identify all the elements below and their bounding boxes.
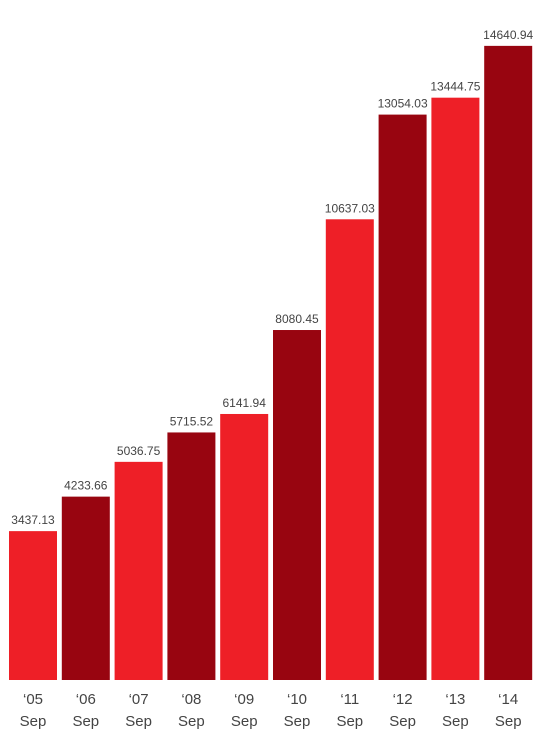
bar-8 [431,97,480,681]
x-tick-year-2: ‘07 [129,691,149,708]
value-label-9: 14640.94 [483,28,533,42]
bar-1 [61,496,110,680]
value-label-8: 13444.75 [430,80,480,94]
value-label-5: 8080.45 [275,312,319,326]
bar-9 [484,45,533,681]
x-tick-year-8: ‘13 [445,691,465,708]
bar-4 [220,413,269,680]
x-tick-month-9: Sep [495,713,522,730]
x-tick-month-4: Sep [231,713,258,730]
bar-3 [167,432,216,680]
value-label-0: 3437.13 [11,513,55,527]
x-tick-month-3: Sep [178,713,205,730]
x-tick-year-9: ‘14 [498,691,518,708]
x-tick-year-7: ‘12 [393,691,413,708]
value-label-6: 10637.03 [325,201,375,215]
bar-7 [378,114,427,681]
value-label-2: 5036.75 [117,444,161,458]
x-tick-month-6: Sep [336,713,363,730]
bar-0 [9,531,57,680]
x-tick-month-7: Sep [389,713,416,730]
value-label-3: 5715.52 [170,414,214,428]
x-tick-month-0: Sep [20,713,47,730]
value-label-4: 6141.94 [223,396,267,410]
x-tick-year-1: ‘06 [76,691,96,708]
x-tick-year-0: ‘05 [23,691,43,708]
bar-5 [273,330,321,680]
bar-6 [325,219,374,681]
value-label-1: 4233.66 [64,479,108,493]
x-tick-year-3: ‘08 [181,691,201,708]
x-tick-month-2: Sep [125,713,152,730]
x-tick-year-6: ‘11 [340,691,359,708]
value-label-7: 13054.03 [378,97,428,111]
x-tick-month-8: Sep [442,713,469,730]
x-tick-year-4: ‘09 [234,691,254,708]
bar-2 [114,461,163,680]
x-tick-month-5: Sep [284,713,311,730]
x-tick-year-5: ‘10 [287,691,307,708]
x-tick-month-1: Sep [72,713,99,730]
